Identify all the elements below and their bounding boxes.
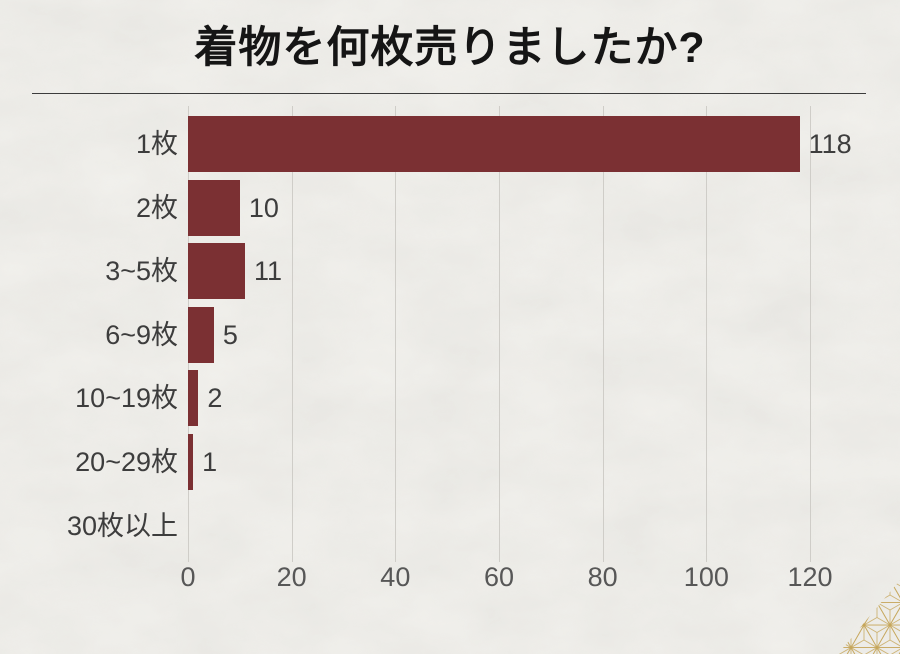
- title-divider: [32, 93, 866, 94]
- x-tick-label: 120: [787, 562, 833, 592]
- value-label: 118: [808, 129, 852, 159]
- value-label: 5: [222, 319, 238, 350]
- bar: [188, 243, 246, 300]
- x-tick-label: 20: [276, 562, 307, 592]
- x-tick-label: 80: [587, 562, 618, 592]
- category-label: 20~29枚: [75, 447, 178, 477]
- value-label: 1: [202, 447, 218, 477]
- category-label: 30枚以上: [66, 510, 178, 541]
- value-label: 11: [254, 256, 283, 287]
- footer: 着物堂 n＝147名 インターネットによる任意回答 調査期間 2025年05月0…: [0, 604, 900, 654]
- value-label: 10: [248, 192, 279, 223]
- x-tick-label: 0: [180, 562, 196, 592]
- x-tick-label: 60: [483, 562, 515, 592]
- category-label: 1枚: [135, 129, 178, 159]
- category-label: 6~9枚: [105, 319, 178, 350]
- category-label: 10~19枚: [75, 383, 178, 414]
- bar: [188, 116, 800, 172]
- gridline: [291, 106, 293, 562]
- gridline: [706, 106, 708, 562]
- bar: [188, 179, 240, 236]
- bar: [188, 306, 214, 363]
- category-label: 2枚: [135, 192, 178, 223]
- gridline: [499, 106, 500, 562]
- gridline: [395, 106, 397, 562]
- bar: [188, 434, 194, 490]
- gridline: [810, 106, 811, 562]
- x-tick-label: 100: [683, 562, 729, 592]
- gridline: [602, 106, 604, 562]
- x-tick-label: 40: [380, 562, 411, 592]
- value-label: 2: [207, 383, 223, 414]
- category-label: 3~5枚: [105, 256, 178, 287]
- bar: [188, 370, 199, 427]
- chart-title: 着物を何枚売りましたか?: [194, 24, 706, 72]
